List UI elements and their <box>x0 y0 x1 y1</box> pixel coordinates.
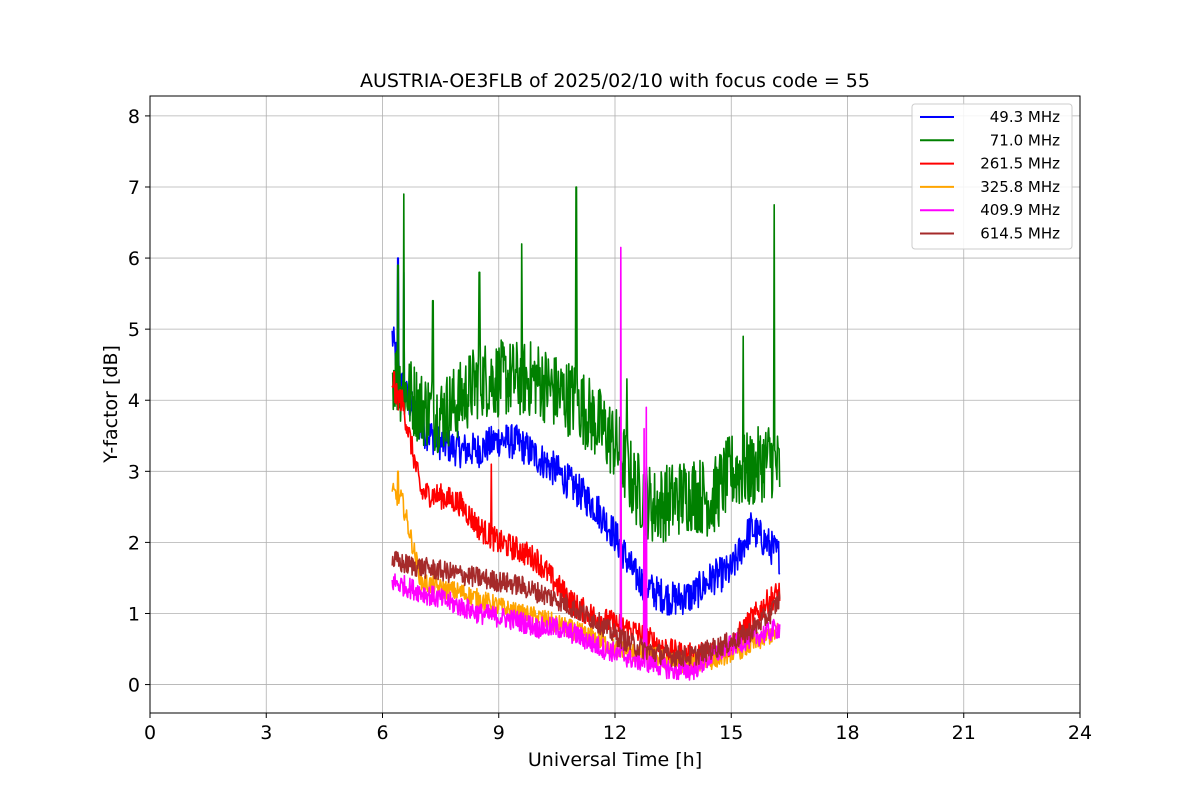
x-tick-label: 15 <box>719 722 743 744</box>
plot-area <box>391 186 781 681</box>
x-tick-label: 24 <box>1068 722 1092 744</box>
x-axis-label: Universal Time [h] <box>528 749 702 771</box>
x-tick-label: 3 <box>260 722 272 744</box>
y-axis: 0 1 2 3 4 5 6 7 8 <box>128 106 150 697</box>
legend-label: 614.5 MHz <box>980 225 1060 243</box>
legend-label: 71.0 MHz <box>990 131 1060 149</box>
y-tick-label: 7 <box>128 177 140 199</box>
y-tick-label: 4 <box>128 390 140 412</box>
chart-title: AUSTRIA-OE3FLB of 2025/02/10 with focus … <box>360 70 870 92</box>
y-tick-label: 1 <box>128 603 140 625</box>
legend-label: 409.9 MHz <box>980 201 1060 219</box>
series-line <box>391 186 781 543</box>
legend-label: 261.5 MHz <box>980 155 1060 173</box>
y-tick-label: 8 <box>128 106 140 128</box>
y-tick-label: 3 <box>128 461 140 483</box>
x-tick-label: 9 <box>493 722 505 744</box>
legend-label: 325.8 MHz <box>980 178 1060 196</box>
y-tick-label: 0 <box>128 675 140 697</box>
y-axis-label: Y-factor [dB] <box>100 345 122 464</box>
y-tick-label: 6 <box>128 248 140 270</box>
x-tick-label: 12 <box>603 722 627 744</box>
legend: 49.3 MHz 71.0 MHz 261.5 MHz 325.8 MHz 409.9 … <box>911 103 1073 250</box>
x-tick-label: 6 <box>376 722 388 744</box>
x-tick-label: 21 <box>952 722 976 744</box>
x-tick-label: 0 <box>144 722 156 744</box>
y-tick-label: 5 <box>128 319 140 341</box>
series-line <box>391 550 781 668</box>
y-tick-label: 2 <box>128 532 140 554</box>
x-tick-label: 18 <box>835 722 859 744</box>
x-axis: 0 3 6 9 12 15 18 21 24 <box>144 713 1092 744</box>
series-line <box>391 257 781 616</box>
legend-label: 49.3 MHz <box>990 108 1060 126</box>
